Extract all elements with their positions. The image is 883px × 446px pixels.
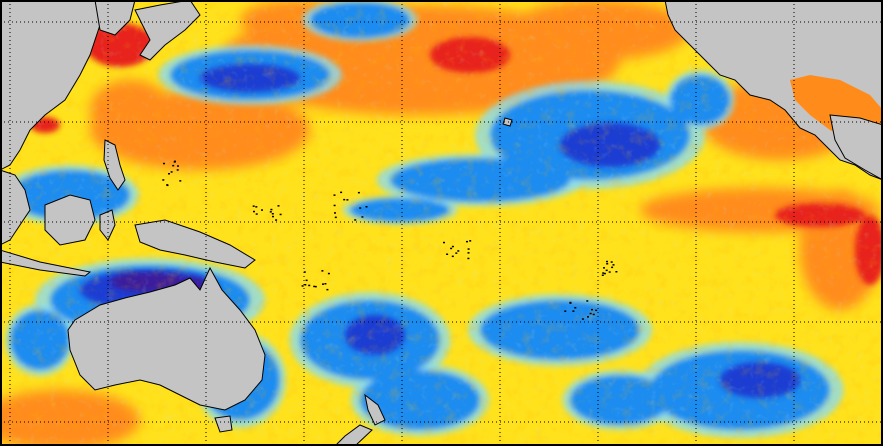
new-zealand-south-island [336, 424, 373, 444]
island-dot [173, 161, 176, 163]
island-dot [591, 308, 593, 311]
island-dot [170, 171, 173, 173]
island-dot [343, 198, 346, 201]
island-dot [271, 213, 274, 215]
island-dot [275, 219, 278, 221]
island-dot [610, 261, 613, 263]
island-dot [272, 215, 274, 218]
island-dot [354, 219, 357, 221]
island-dot [602, 272, 605, 274]
indochina-landmass [2, 170, 31, 245]
island-dot [313, 285, 316, 288]
island-dot [304, 284, 307, 286]
island-dot [324, 283, 327, 285]
island-dot [581, 318, 584, 320]
island-dot [359, 207, 362, 209]
island-dot [279, 213, 282, 216]
mexico-landmass [829, 114, 881, 180]
island-dot [255, 213, 258, 215]
island-dot [451, 245, 454, 248]
island-dot [163, 162, 165, 165]
java-landmass [2, 250, 92, 277]
island-dot [333, 204, 336, 207]
island-dot [589, 312, 592, 315]
island-dot [305, 279, 308, 282]
island-dot [340, 191, 343, 194]
island-dot [334, 216, 337, 219]
pacific-islands [162, 160, 618, 320]
island-dot [611, 266, 614, 269]
island-dot [308, 284, 311, 287]
island-dot [357, 191, 360, 194]
island-dot [172, 164, 175, 167]
island-dot [255, 206, 258, 208]
island-dot [365, 206, 368, 208]
island-dot [327, 272, 330, 275]
island-dot [322, 283, 324, 285]
island-dot [321, 270, 324, 272]
island-dot [574, 307, 577, 309]
island-dot [569, 302, 572, 304]
island-dot [601, 274, 604, 276]
island-dot [572, 310, 575, 312]
island-dot [592, 313, 595, 316]
island-dot [608, 271, 611, 273]
new-guinea-landmass [134, 219, 256, 269]
island-dot [277, 205, 280, 207]
korea-landmass [94, 2, 136, 36]
island-dot [612, 264, 615, 266]
island-dot [333, 194, 336, 196]
island-dot [564, 310, 567, 312]
island-dot [270, 208, 273, 211]
island-dot [603, 272, 606, 275]
island-dot [261, 209, 263, 211]
island-dot [587, 316, 589, 318]
island-dot [253, 210, 255, 213]
island-dot [466, 240, 468, 243]
island-dot [455, 252, 458, 254]
island-dot [314, 285, 317, 288]
island-dot [176, 169, 179, 171]
island-dot [606, 260, 608, 263]
north-america-landmass [664, 2, 881, 180]
island-dot [451, 255, 454, 258]
island-dot [443, 241, 445, 244]
island-dot [252, 205, 255, 207]
island-dot [166, 184, 169, 187]
island-dot [595, 309, 598, 312]
island-dot [469, 240, 472, 242]
island-dot [467, 252, 470, 254]
island-dot [301, 285, 304, 287]
island-dot [603, 267, 605, 269]
island-dot [334, 212, 336, 214]
island-dot [450, 247, 453, 250]
island-dot [168, 173, 170, 175]
island-dot [361, 216, 364, 218]
philippines-landmass [103, 139, 126, 191]
tasmania-landmass [214, 415, 233, 433]
island-dot [179, 180, 182, 182]
island-dot [346, 199, 349, 201]
island-dot [177, 165, 179, 167]
borneo-landmass [44, 194, 96, 246]
island-dot [269, 211, 272, 213]
island-dot [457, 250, 460, 252]
island-dot [303, 271, 306, 273]
japan-landmass [134, 2, 201, 61]
australia-landmass [67, 266, 266, 411]
island-dot [467, 248, 470, 250]
island-dot [467, 257, 470, 260]
island-dot [162, 179, 165, 181]
island-dot [615, 271, 618, 273]
island-dot [586, 300, 589, 302]
hawaii-islands [502, 117, 513, 127]
island-dot [606, 263, 609, 265]
island-dot [605, 269, 608, 272]
island-dot [446, 253, 449, 255]
island-dot [326, 288, 329, 291]
